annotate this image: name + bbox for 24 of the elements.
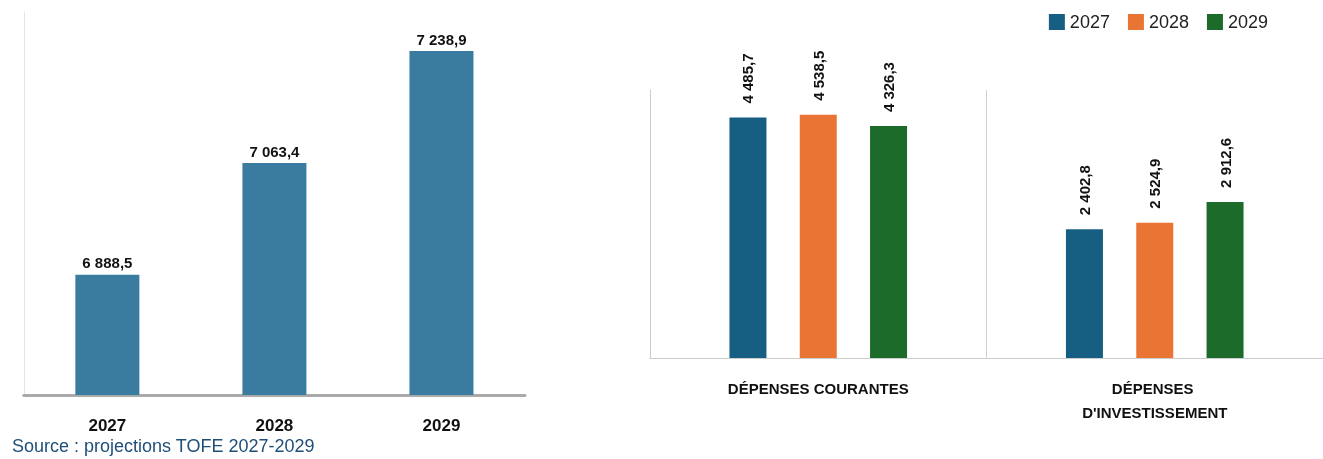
bar (799, 114, 837, 358)
bar (1206, 201, 1244, 358)
data-label: 7 063,4 (249, 142, 301, 160)
data-label: 2 912,6 (1216, 137, 1234, 188)
legend-label: 2028 (1148, 12, 1189, 32)
data-label: 4 485,7 (739, 53, 757, 104)
bar (1136, 222, 1174, 358)
x-tick-label: 2027 (88, 415, 127, 435)
data-label: 2 402,8 (1075, 165, 1093, 216)
x-tick-label: DÉPENSES COURANTES (727, 379, 909, 397)
x-tick-label: 2029 (422, 415, 461, 435)
source-note: Source : projections TOFE 2027-2029 (12, 436, 315, 457)
bar (870, 126, 908, 358)
data-label: 4 326,3 (880, 62, 898, 113)
bar (729, 117, 767, 358)
data-label: 2 524,9 (1146, 158, 1164, 209)
legend-label: 2029 (1227, 12, 1268, 32)
legend-label: 2027 (1069, 12, 1110, 32)
data-label: 7 238,9 (416, 30, 467, 48)
data-label: 4 538,5 (809, 50, 827, 101)
data-label: 6 888,5 (82, 254, 133, 272)
x-tick-label: DÉPENSES D'INVESTISSEMENT (1082, 379, 1228, 421)
bar (1065, 229, 1103, 358)
x-tick-label: 2028 (255, 415, 294, 435)
